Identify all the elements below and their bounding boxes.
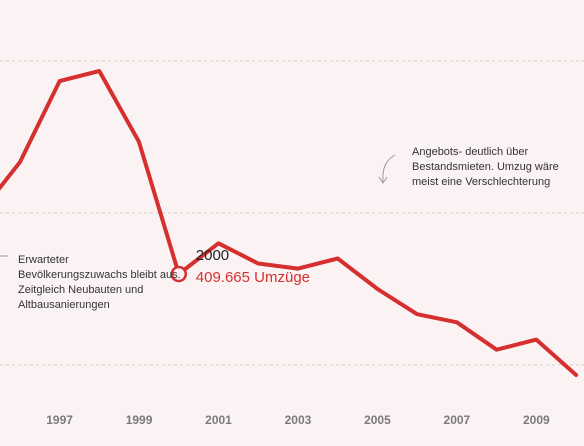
annotation-population-line-1: Bevölkerungszuwachs bleibt aus. (18, 269, 181, 281)
x-tick-2003: 2003 (285, 413, 312, 427)
grid-lines (0, 61, 584, 365)
x-tick-2007: 2007 (444, 413, 471, 427)
x-tick-2005: 2005 (364, 413, 391, 427)
annotation-rents: Angebots- deutlich über Bestandsmieten. U… (379, 146, 559, 188)
series-line-moves (0, 71, 576, 375)
x-axis-ticks: 1997 1999 2001 2003 2005 2007 2009 (46, 413, 550, 427)
x-tick-2009: 2009 (523, 413, 550, 427)
highlight-year-label: 2000 (196, 247, 229, 264)
annotation-arrow-icon (383, 155, 395, 182)
annotation-population-line-3: Altbausanierungen (18, 299, 110, 311)
annotation-rents-line-1: Bestandsmieten. Umzug wäre (412, 161, 559, 173)
annotation-rents-line-2: meist eine Verschlechterung (412, 176, 550, 188)
x-tick-2001: 2001 (205, 413, 232, 427)
annotation-rents-line-0: Angebots- deutlich über (412, 146, 529, 158)
x-tick-1999: 1999 (126, 413, 153, 427)
annotation-population-line-2: Zeitgleich Neubauten und (18, 284, 143, 296)
x-tick-1997: 1997 (46, 413, 73, 427)
annotation-population-line-0: Erwarteter (18, 254, 69, 266)
highlight-value-label: 409.665 Umzüge (196, 269, 310, 286)
annotation-population: Erwarteter Bevölkerungszuwachs bleibt aus… (0, 254, 181, 311)
